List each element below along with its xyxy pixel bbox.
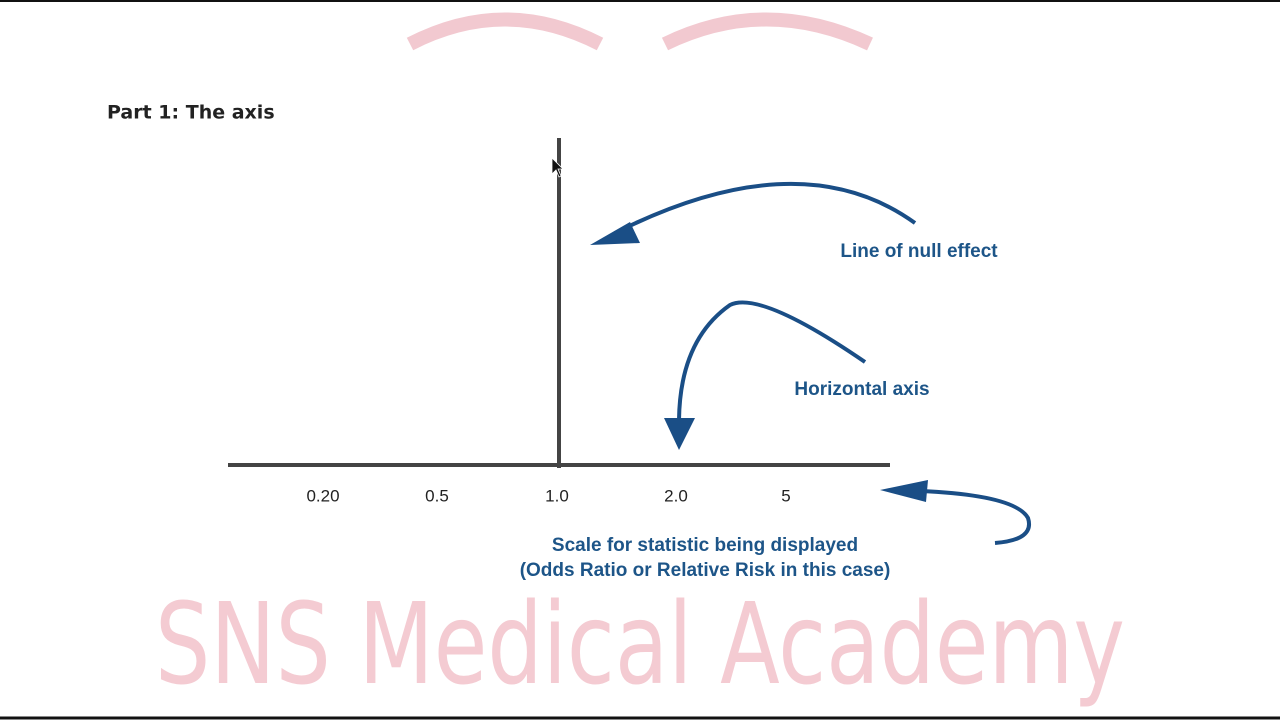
arrow	[614, 181, 917, 235]
annotation: Line of null effect	[840, 241, 998, 262]
arrowhead	[664, 418, 695, 450]
axis-label: 1.0	[545, 486, 569, 505]
annotation: Horizontal axis	[794, 379, 929, 400]
watermark-shape	[406, 12, 873, 51]
annotation: (Odds Ratio or Relative Risk in this cas…	[520, 560, 891, 581]
annotation: Scale for statistic being displayed	[552, 535, 858, 556]
axis-label: 0.5	[425, 486, 449, 505]
axis-label: 5	[781, 486, 790, 505]
arrowhead	[880, 480, 928, 502]
arrowhead	[590, 222, 640, 245]
arrow	[919, 489, 1032, 545]
arrow	[677, 300, 867, 421]
axis-labels: 0.20 0.5 1.0 2.0 5	[306, 486, 790, 505]
mouse-cursor	[551, 157, 564, 178]
axis-label: 0.20	[306, 486, 339, 505]
axis-label: 2.0	[664, 486, 688, 505]
slide-title: Part 1: The axis	[107, 102, 275, 124]
watermark: SNS Medical Academy	[155, 580, 1125, 710]
